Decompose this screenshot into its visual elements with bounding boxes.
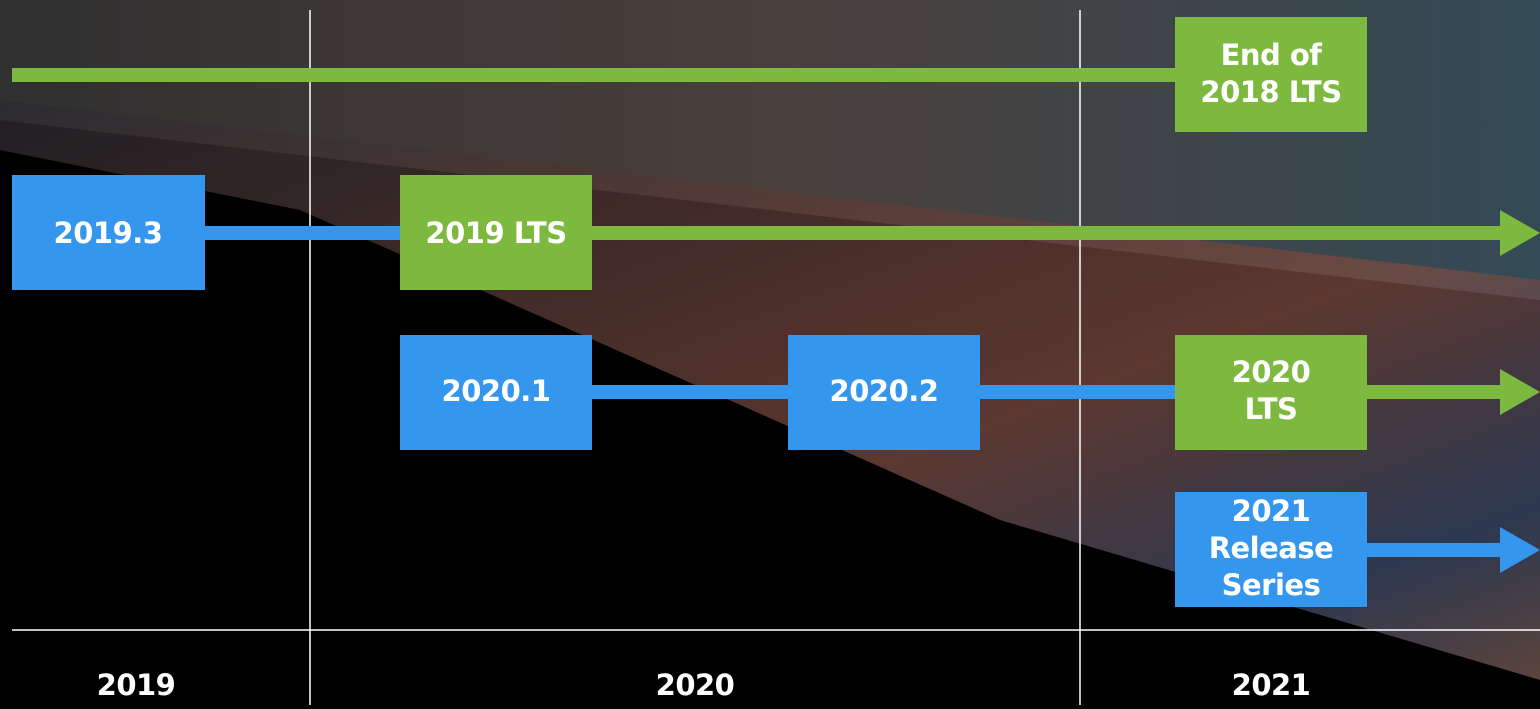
arrow-head [1500, 210, 1540, 256]
box-label: 2020.1 [442, 374, 551, 408]
box-label: 2018 LTS [1200, 75, 1341, 109]
arrow-head [1500, 369, 1540, 415]
release-box [400, 335, 592, 450]
box-label: LTS [1245, 392, 1298, 426]
year-label: 2020 [656, 668, 735, 702]
box-label: End of [1221, 38, 1323, 72]
arrow-head [1500, 527, 1540, 573]
lts-box [1175, 17, 1367, 132]
release-box [1175, 492, 1367, 607]
box-label: 2021 [1232, 494, 1311, 528]
box-label: Series [1222, 568, 1321, 602]
box-label: Release [1209, 531, 1334, 565]
lts-box [400, 175, 592, 290]
box-label: 2019.3 [54, 216, 163, 250]
release-box [12, 175, 205, 290]
year-label: 2019 [97, 668, 176, 702]
lts-box [1175, 335, 1367, 450]
year-label: 2021 [1232, 668, 1311, 702]
box-label: 2020 [1232, 355, 1311, 389]
box-label: 2019 LTS [425, 216, 566, 250]
box-label: 2020.2 [830, 374, 939, 408]
release-box [788, 335, 980, 450]
